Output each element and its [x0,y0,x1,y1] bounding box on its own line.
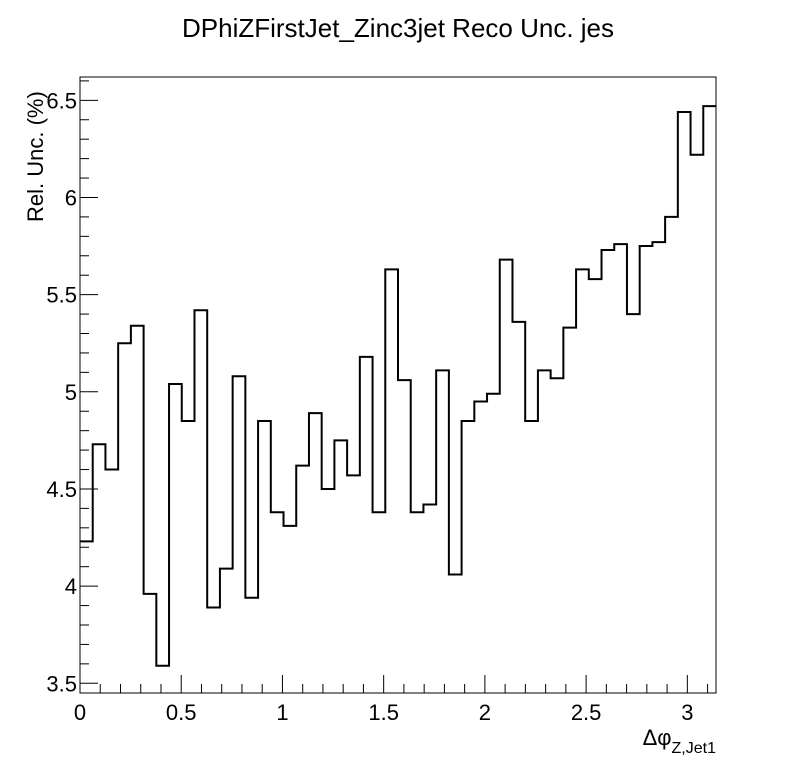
series-line [80,105,716,667]
x-tick-label: 0 [74,700,86,725]
y-axis-label: Rel. Unc. (%) [23,91,48,222]
x-axis-label-main: Δφ [643,725,672,750]
x-axis-label: ΔφZ,Jet1 [643,725,717,757]
y-axis-ticks [80,80,98,684]
plot-frame [79,76,717,694]
x-tick-label: 0.5 [166,700,197,725]
y-tick-label: 4 [65,574,77,599]
x-tick-label: 2.5 [571,700,602,725]
x-tick-label: 3 [681,700,693,725]
chart-title: DPhiZFirstJet_Zinc3jet Reco Unc. jes [182,13,614,43]
x-tick-label: 1.5 [368,700,399,725]
x-axis-tick-labels: 0 0.5 1 1.5 2 2.5 3 [74,700,694,725]
y-tick-label: 6.5 [46,88,77,113]
x-tick-label: 2 [479,700,491,725]
y-tick-label: 5.5 [46,283,77,308]
x-tick-label: 1 [276,700,288,725]
y-tick-label: 5 [65,380,77,405]
y-axis-tick-labels: 3.5 4 4.5 5 5.5 6 6.5 [46,88,77,696]
y-tick-label: 3.5 [46,671,77,696]
y-tick-label: 6 [65,185,77,210]
x-axis-ticks [79,675,709,693]
x-axis-label-subscript: Z,Jet1 [672,740,717,757]
y-tick-label: 4.5 [46,477,77,502]
